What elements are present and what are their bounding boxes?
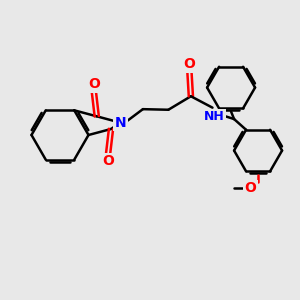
Text: O: O xyxy=(88,77,100,91)
Text: O: O xyxy=(183,57,195,71)
Text: O: O xyxy=(244,181,256,195)
Text: N: N xyxy=(115,116,126,130)
Text: NH: NH xyxy=(204,110,224,123)
Text: O: O xyxy=(102,154,114,168)
